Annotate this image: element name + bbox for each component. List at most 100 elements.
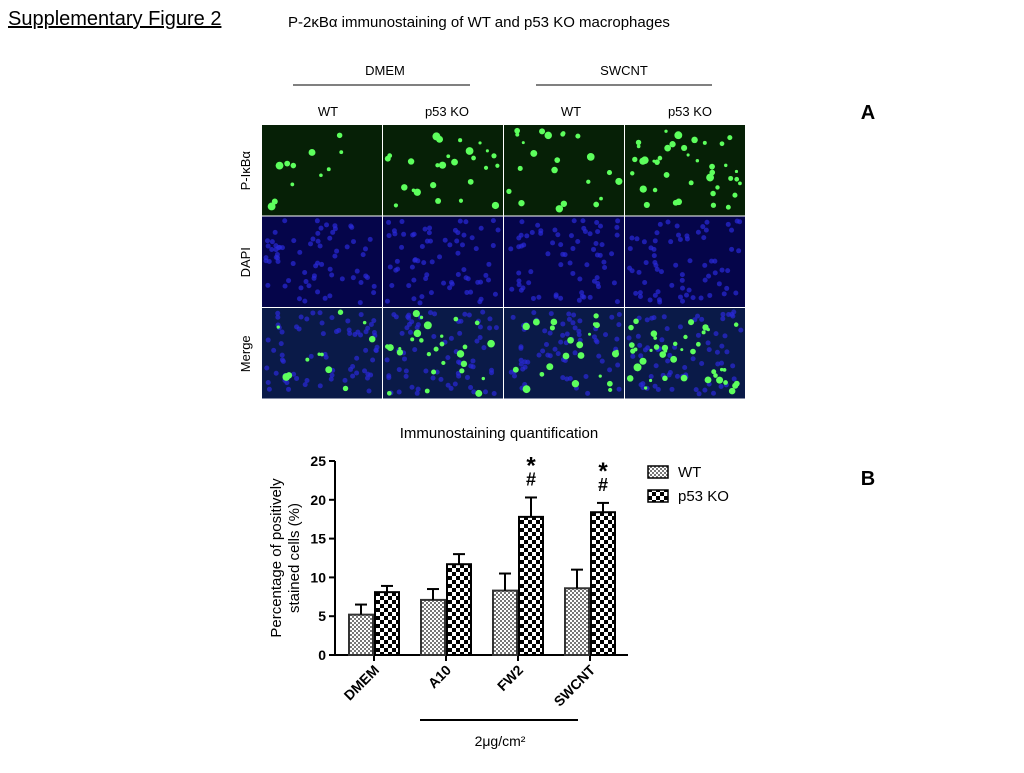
nucleus xyxy=(430,375,436,381)
nucleus xyxy=(315,230,321,236)
nucleus xyxy=(386,219,392,225)
nucleus xyxy=(330,229,336,235)
nucleus xyxy=(702,387,708,393)
stained-cell xyxy=(460,360,468,368)
x-tick-label: FW2 xyxy=(494,662,526,694)
stained-cell xyxy=(719,367,724,372)
nucleus xyxy=(370,357,376,363)
nucleus xyxy=(665,358,671,364)
nucleus xyxy=(411,277,417,283)
stained-cell xyxy=(626,375,634,382)
nucleus xyxy=(703,227,709,233)
nucleus xyxy=(603,332,609,338)
nucleus xyxy=(424,272,430,278)
nucleus xyxy=(729,227,735,233)
nucleus xyxy=(674,223,680,229)
nucleus xyxy=(403,373,409,379)
stained-cell xyxy=(441,360,446,366)
stained-cell xyxy=(419,338,424,343)
nucleus xyxy=(447,285,453,291)
nucleus xyxy=(384,357,390,363)
nucleus xyxy=(428,290,434,296)
nucleus xyxy=(265,337,271,343)
stained-cell xyxy=(440,334,444,338)
nucleus xyxy=(690,295,696,301)
stained-cell xyxy=(639,185,647,193)
nucleus xyxy=(701,235,707,241)
column-label: p53 KO xyxy=(668,104,712,119)
stained-cell xyxy=(560,200,568,207)
stained-cell xyxy=(384,344,390,349)
stained-cell xyxy=(630,171,635,176)
nucleus xyxy=(719,343,725,349)
nucleus xyxy=(577,276,583,282)
nucleus xyxy=(296,296,302,302)
nucleus xyxy=(602,264,608,270)
nucleus xyxy=(342,377,348,383)
nucleus xyxy=(263,255,269,261)
nucleus xyxy=(519,219,525,225)
nucleus xyxy=(641,239,647,245)
nucleus xyxy=(265,238,271,244)
stained-cell xyxy=(575,133,581,139)
nucleus xyxy=(427,310,433,316)
nucleus xyxy=(737,219,743,225)
stained-cell xyxy=(471,155,476,161)
nucleus xyxy=(616,312,622,318)
stained-cell xyxy=(657,155,663,161)
stained-cell xyxy=(727,135,733,141)
nucleus xyxy=(495,227,501,233)
nucleus xyxy=(412,257,418,263)
nucleus xyxy=(417,300,423,306)
nucleus xyxy=(720,311,726,317)
nucleus xyxy=(575,238,581,244)
stained-cell xyxy=(709,163,715,170)
nucleus xyxy=(332,223,338,229)
nucleus xyxy=(487,325,493,331)
nucleus xyxy=(470,358,476,364)
column-label: p53 KO xyxy=(425,104,469,119)
micrograph xyxy=(504,125,624,216)
nucleus xyxy=(658,269,664,275)
stained-cell xyxy=(567,336,574,344)
nucleus xyxy=(591,246,597,252)
stained-cell xyxy=(396,349,404,356)
nucleus xyxy=(707,292,713,298)
nucleus xyxy=(354,355,360,361)
nucleus xyxy=(725,221,731,227)
nucleus xyxy=(698,295,704,301)
nucleus xyxy=(403,368,409,374)
nucleus xyxy=(731,376,737,382)
nucleus xyxy=(344,244,350,250)
stained-cell xyxy=(386,390,392,396)
nucleus xyxy=(525,359,531,365)
nucleus xyxy=(464,374,470,380)
nucleus xyxy=(265,282,271,288)
nucleus xyxy=(407,329,413,335)
nucleus xyxy=(290,261,296,267)
stained-cell xyxy=(636,144,641,149)
nucleus xyxy=(438,376,444,382)
nucleus xyxy=(391,228,397,234)
nucleus xyxy=(535,222,541,228)
nucleus xyxy=(731,309,737,315)
nucleus xyxy=(371,318,377,324)
nucleus xyxy=(648,374,654,380)
stained-cell xyxy=(495,163,500,168)
stained-cell xyxy=(586,179,591,184)
y-axis-label: Percentage of positively xyxy=(268,478,285,638)
stained-cell xyxy=(423,321,432,330)
bar xyxy=(518,515,544,657)
nucleus xyxy=(266,258,272,264)
stained-cell xyxy=(506,188,512,195)
nucleus xyxy=(655,386,661,392)
nucleus xyxy=(412,347,418,353)
nucleus xyxy=(591,278,597,284)
nucleus xyxy=(271,347,277,353)
nucleus xyxy=(461,232,467,238)
error-bar xyxy=(355,603,367,615)
stained-cell xyxy=(546,363,554,371)
legend-swatch xyxy=(647,465,669,479)
nucleus xyxy=(654,266,660,272)
